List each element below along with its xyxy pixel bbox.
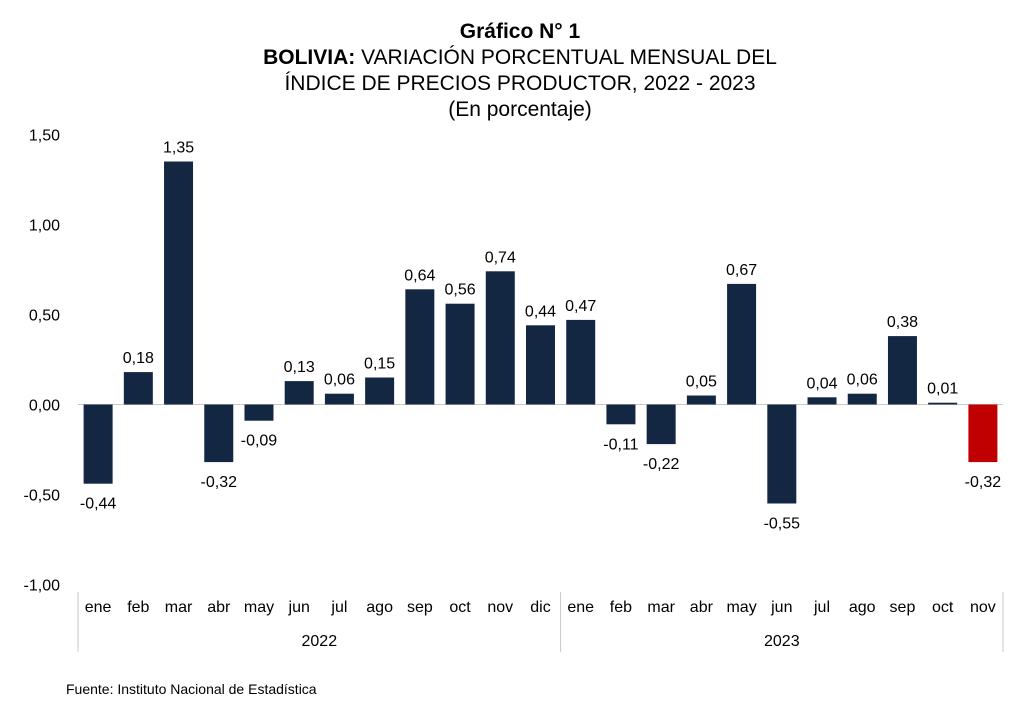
chart-subtitle-line1: BOLIVIA: VARIACIÓN PORCENTUAL MENSUAL DE… <box>263 46 777 69</box>
data-label: 0,06 <box>324 372 355 389</box>
data-label: 0,13 <box>284 359 315 376</box>
x-tick-label: mar <box>647 599 675 616</box>
x-tick-label: abr <box>690 599 714 616</box>
data-label: 0,47 <box>565 298 596 315</box>
chart-units: (En porcentaje) <box>448 98 592 121</box>
data-label: -0,11 <box>603 436 638 453</box>
data-label: 0,01 <box>927 381 958 398</box>
bar <box>887 336 917 405</box>
source-note: Fuente: Instituto Nacional de Estadístic… <box>66 681 317 697</box>
data-label: 0,04 <box>806 375 837 392</box>
bar <box>646 404 676 445</box>
bar <box>847 393 877 405</box>
x-tick-label: nov <box>487 599 513 616</box>
data-label: 0,64 <box>404 267 435 284</box>
x-tick-label: ago <box>366 599 393 616</box>
data-label: -0,09 <box>241 433 278 450</box>
data-label: 0,67 <box>726 262 757 279</box>
x-tick-label: ene <box>567 599 594 616</box>
data-label: 0,74 <box>485 249 516 266</box>
bar <box>204 404 234 463</box>
x-tick-label: jun <box>288 599 310 616</box>
x-tick-label: sep <box>890 599 916 616</box>
year-label: 2023 <box>764 633 800 650</box>
bar <box>405 289 435 405</box>
x-tick-label: dic <box>530 599 550 616</box>
y-tick-label: 1,50 <box>29 128 60 145</box>
bar <box>686 395 716 405</box>
data-label: -0,44 <box>80 496 117 513</box>
x-tick-label: nov <box>970 599 996 616</box>
bar <box>928 402 958 405</box>
x-tick-label: abr <box>207 599 231 616</box>
bar <box>324 393 354 405</box>
x-tick-label: may <box>244 599 274 616</box>
chart-subtitle-line2: ÍNDICE DE PRECIOS PRODUCTOR, 2022 - 2023 <box>284 72 755 95</box>
bar <box>83 404 113 484</box>
x-tick-label: may <box>726 599 756 616</box>
bar <box>807 397 837 405</box>
x-tick-label: jul <box>330 599 347 616</box>
data-label: 0,15 <box>364 356 395 373</box>
bar <box>968 404 998 463</box>
bar <box>566 319 596 405</box>
data-label: 0,44 <box>525 303 556 320</box>
data-label: -0,32 <box>965 474 1002 491</box>
bar <box>284 381 314 405</box>
subtitle-text: VARIACIÓN PORCENTUAL MENSUAL DEL <box>355 46 777 69</box>
data-label: 0,38 <box>887 314 918 331</box>
bar <box>485 271 515 405</box>
bar <box>365 377 395 405</box>
chart-title: Gráfico N° 1 <box>460 20 581 43</box>
bar <box>164 161 194 405</box>
x-tick-label: feb <box>610 599 632 616</box>
country-label: BOLIVIA: <box>263 46 355 69</box>
data-label: 0,18 <box>123 350 154 367</box>
data-label: 0,05 <box>686 374 717 391</box>
y-tick-label: -1,00 <box>24 578 61 595</box>
x-tick-label: oct <box>932 599 954 616</box>
year-label: 2022 <box>302 633 338 650</box>
x-tick-label: jun <box>770 599 792 616</box>
bar <box>244 404 274 421</box>
x-tick-label: ene <box>85 599 112 616</box>
bar <box>445 303 475 405</box>
data-label: 1,35 <box>163 140 194 157</box>
bar <box>123 372 153 405</box>
x-tick-label: sep <box>407 599 433 616</box>
y-tick-label: 0,50 <box>29 308 60 325</box>
data-label: -0,32 <box>201 474 238 491</box>
x-tick-label: oct <box>449 599 471 616</box>
bar <box>526 325 555 405</box>
x-tick-label: mar <box>165 599 193 616</box>
bar <box>606 404 636 425</box>
y-tick-label: 0,00 <box>29 398 60 415</box>
y-tick-label: -0,50 <box>24 488 61 505</box>
plot-area: 1,50 1,00 0,50 0,00 -0,50 -1,00 -0,44 ene 0,18 fe… <box>24 128 1004 652</box>
y-tick-label: 1,00 <box>29 218 60 235</box>
x-tick-label: jul <box>813 599 830 616</box>
x-tick-label: feb <box>127 599 149 616</box>
x-tick-label: ago <box>849 599 876 616</box>
bar <box>727 283 757 405</box>
data-label: 0,56 <box>444 282 475 299</box>
data-label: 0,06 <box>847 372 878 389</box>
data-label: -0,22 <box>643 456 680 473</box>
data-label: -0,55 <box>764 516 801 533</box>
bar <box>767 404 797 504</box>
